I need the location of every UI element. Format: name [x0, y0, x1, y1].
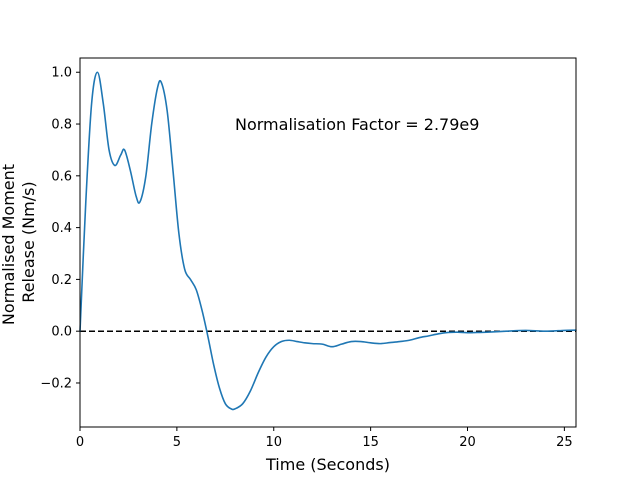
x-tick-label: 25 — [556, 435, 573, 450]
y-tick-label: 0.6 — [51, 169, 72, 184]
x-tick-label: 0 — [76, 435, 84, 450]
y-tick-label: 0.4 — [51, 221, 72, 236]
y-tick-label: 0.8 — [51, 118, 72, 133]
y-axis-label: Normalised Moment Release (Nm/s) — [0, 159, 38, 325]
moment-release-series-line — [79, 71, 577, 411]
y-tick-label: 0.0 — [51, 325, 72, 340]
normalisation-factor-annotation: Normalisation Factor = 2.79e9 — [235, 115, 479, 134]
x-tick-label: 15 — [362, 435, 379, 450]
x-axis: 0 5 10 15 20 25 — [76, 427, 573, 450]
x-tick-label: 10 — [265, 435, 282, 450]
x-axis-label: Time (Seconds) — [265, 455, 390, 474]
plot-area — [79, 71, 577, 411]
x-tick-label: 5 — [173, 435, 181, 450]
plot-frame — [79, 57, 577, 428]
y-tick-label: −0.2 — [40, 376, 72, 391]
y-axis-label-line-1: Normalised Moment — [0, 164, 18, 325]
y-tick-label: 0.2 — [51, 273, 72, 288]
y-axis: −0.2 0.0 0.2 0.4 0.6 0.8 1.0 — [40, 66, 80, 391]
y-tick-label: 1.0 — [51, 66, 72, 81]
x-tick-label: 20 — [459, 435, 476, 450]
y-axis-label-line-2: Release (Nm/s) — [19, 181, 38, 302]
